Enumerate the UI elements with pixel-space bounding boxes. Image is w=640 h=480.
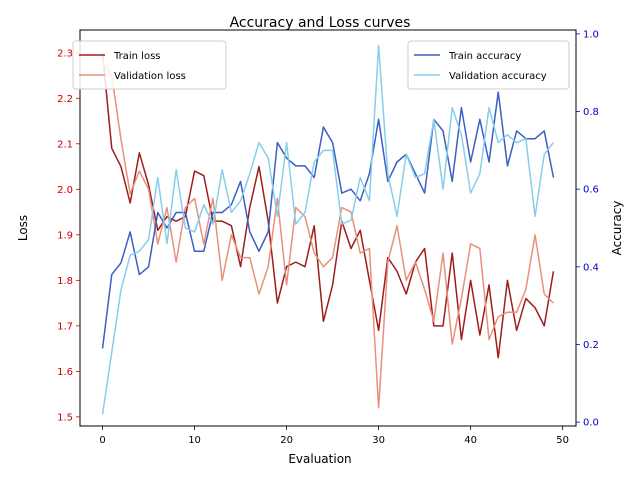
legend-right-label-1: Validation accuracy	[449, 71, 547, 82]
x-tick-label-3: 30	[372, 435, 385, 446]
x-tick-label-5: 50	[556, 435, 569, 446]
left-tick-label-7: 2.2	[57, 94, 73, 105]
right-tick-label-1: 0.2	[583, 340, 599, 351]
left-tick-label-2: 1.7	[57, 321, 73, 332]
right-tick-label-5: 1.0	[583, 29, 599, 40]
legend-accuracy: Train accuracy Validation accuracy	[407, 40, 570, 90]
legend-left-label-0: Train loss	[113, 51, 161, 62]
chart-title: Accuracy and Loss curves	[230, 15, 411, 31]
left-tick-label-1: 1.6	[57, 367, 73, 378]
left-tick-label-5: 2.0	[57, 185, 73, 196]
right-tick-label-4: 0.8	[583, 107, 599, 118]
axes: 0 10 20 30 40 50 1.5 1.6 1.7 1.8 1.9 2.0 2.1 2.2 2.3 0.…	[57, 29, 599, 446]
left-tick-label-3: 1.8	[57, 276, 73, 287]
legend-left-label-1: Validation loss	[114, 71, 186, 82]
series-line-2	[101, 91, 555, 349]
right-tick-label-0: 0.0	[583, 418, 599, 429]
series-lines	[101, 44, 555, 415]
x-tick-label-2: 20	[280, 435, 293, 446]
left-tick-label-4: 1.9	[57, 230, 73, 241]
series-line-0	[101, 52, 555, 359]
x-tick-label-4: 40	[464, 435, 477, 446]
legend-loss: Train loss Validation loss	[72, 40, 227, 90]
x-tick-label-0: 0	[99, 435, 105, 446]
x-axis-label: Evaluation	[288, 452, 351, 466]
legend-right-label-0: Train accuracy	[448, 51, 521, 62]
series-line-1	[101, 61, 554, 409]
x-tick-label-1: 10	[188, 435, 201, 446]
plot-frame	[79, 29, 577, 427]
right-axis-label: Accuracy	[610, 201, 624, 256]
series-line-3	[101, 44, 555, 415]
right-tick-label-3: 0.6	[583, 185, 599, 196]
legend-right-box	[407, 40, 570, 90]
legend-left-box	[72, 40, 227, 90]
left-axis-label: Loss	[16, 215, 30, 241]
left-tick-label-0: 1.5	[57, 412, 73, 423]
left-tick-label-8: 2.3	[57, 48, 73, 59]
left-tick-label-6: 2.1	[57, 139, 73, 150]
right-tick-label-2: 0.4	[583, 262, 599, 273]
